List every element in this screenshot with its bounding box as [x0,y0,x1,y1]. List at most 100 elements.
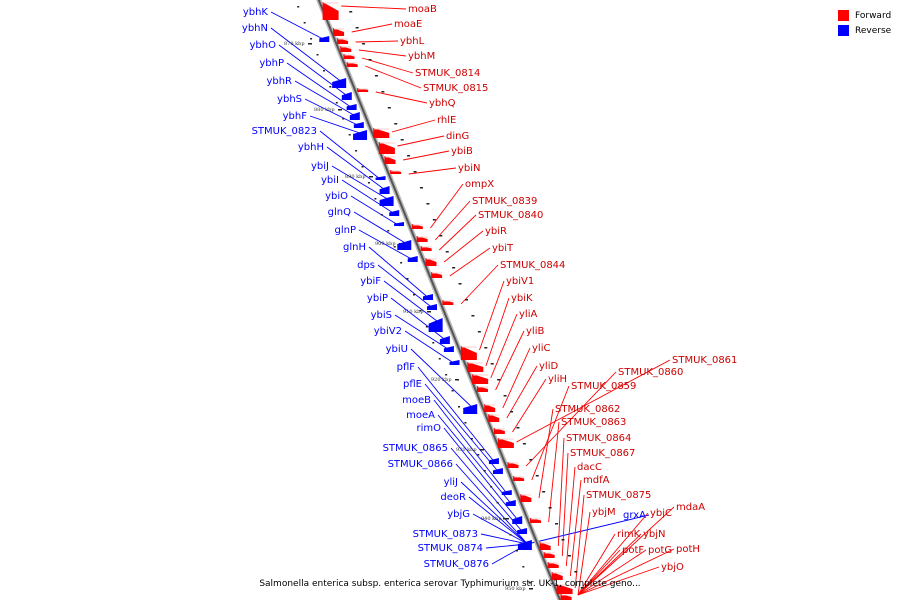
reverse-gene-block [389,210,400,216]
tick-label: 910 kbp [403,309,424,315]
reverse-gene-block [501,490,512,495]
forward-leader [490,313,518,379]
forward-leader [391,119,436,133]
gene-labels: ybhKybhNybhOybhPybhRybhSybhFSTMUK_0823yb… [242,4,738,573]
reverse-leader [319,130,382,181]
tick-dot-right [567,555,571,557]
forward-leader [561,452,569,557]
reverse-gene-label: pflF [397,362,416,373]
tick-dot-left [303,22,306,24]
forward-leader [574,494,585,589]
tick-dot-left [477,454,480,456]
tick-dot-right [464,299,468,301]
forward-gene-label: STMUK_0862 [555,404,620,415]
tick-dot-left [432,342,435,344]
reverse-gene-label: yliJ [444,477,458,488]
legend-forward-label: Forward [855,10,892,21]
forward-leader [577,506,675,596]
forward-gene-label: ybjN [643,529,666,540]
reverse-leader [424,383,499,473]
reverse-gene-label: glnP [335,225,357,236]
forward-leader [479,280,505,351]
forward-gene-block [484,404,496,412]
forward-gene-block [425,258,437,266]
reverse-gene-label: ybhN [242,23,268,34]
tick-dot-left [322,70,325,72]
tick-dot-left [483,470,486,472]
tick-dot-left [406,278,409,280]
reverse-leader [417,366,495,463]
forward-leader [375,91,428,104]
forward-leader [355,40,399,43]
tick-label: 890 kbp [345,174,366,180]
tick-dot-right [516,427,520,429]
forward-leader [397,135,445,147]
tick-dot-left [374,198,377,200]
tick-dot-right [497,379,501,381]
forward-leader [408,167,457,175]
forward-leader [485,297,510,367]
forward-gene-block [378,142,395,154]
tick-mark [427,311,431,313]
reverse-leader [468,496,528,545]
forward-leader [341,5,407,10]
reverse-leader [358,229,414,261]
tick-dot-left [451,390,454,392]
reverse-gene-block [394,222,405,226]
tick-dot-right [574,571,578,573]
legend-reverse-label: Reverse [855,25,892,36]
reverse-gene-label: ybiV2 [374,326,402,337]
forward-leader [577,549,647,596]
tick-dot-left [367,182,370,184]
forward-gene-label: STMUK_0839 [472,196,537,207]
tick-label: 940 kbp [481,516,502,522]
reverse-gene-label: grxA [623,510,646,521]
tick-dot-left [490,486,493,488]
forward-gene-block [384,156,396,164]
forward-gene-label: STMUK_0861 [672,355,737,366]
forward-leader [577,566,660,596]
reverse-gene-label: ybiS [371,310,392,321]
reverse-leader [350,195,400,227]
forward-gene-label: STMUK_0840 [478,210,543,221]
tick-dot-right [400,139,404,141]
backbone-core [317,0,561,600]
tick-dot-left [380,214,383,216]
tick-dot-right [484,347,488,349]
reverse-gene-label: ybiU [386,344,408,355]
reverse-gene-label: ybiP [367,293,388,304]
forward-gene-label: mdaA [676,502,705,513]
reverse-gene-label: moeB [402,395,431,406]
forward-gene-block [520,494,532,502]
legend-reverse: Reverse [838,23,891,38]
forward-gene-block [488,414,500,422]
map-caption: Salmonella enterica subsp. enterica sero… [259,579,641,589]
reverse-leader [455,463,528,545]
tick-label: 930 kbp [456,447,477,453]
reverse-gene-label: pflE [403,379,422,390]
reverse-leader [331,165,390,201]
forward-gene-block [322,2,339,20]
reverse-leader [450,447,524,533]
forward-leader [438,214,477,251]
forward-gene-label: ybhM [408,51,435,62]
tick-dot-left [496,502,499,504]
genome-backbone [316,0,563,600]
forward-gene-block [539,542,551,550]
reverse-gene-label: ybhF [283,111,308,122]
reverse-gene-label: ybhH [298,142,324,153]
reverse-gene-label: ybhS [277,94,302,105]
tick-dot-right [394,123,398,125]
reverse-gene-block [353,122,364,128]
forward-gene-label: STMUK_0844 [500,260,565,271]
forward-gene-label: ybhQ [429,98,456,109]
tick-dot-left [335,102,338,104]
forward-leader [365,65,422,89]
forward-gene-label: STMUK_0867 [570,448,635,459]
tick-dot-right [477,331,481,333]
reverse-gene-block [463,404,478,414]
reverse-gene-label: ybhO [250,40,277,51]
reverse-gene-block [332,78,347,88]
tick-dot-right [426,203,430,205]
reverse-leader [294,80,356,117]
